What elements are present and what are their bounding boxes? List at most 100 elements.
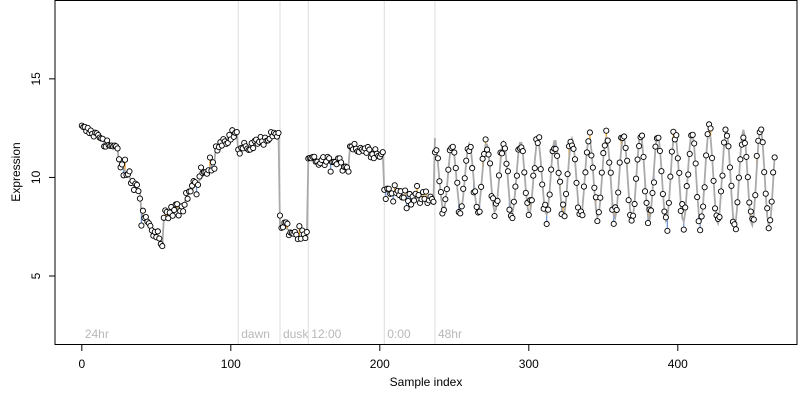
data-point (452, 165, 459, 172)
data-point (457, 210, 464, 217)
data-point (118, 161, 126, 168)
data-point (121, 156, 129, 163)
data-point (545, 206, 552, 213)
data-point (716, 214, 723, 221)
y-tick-label: 5 (29, 272, 43, 279)
data-point (460, 185, 467, 192)
data-point (382, 195, 389, 203)
data-point (685, 171, 692, 178)
data-point (458, 203, 465, 210)
data-point (451, 149, 458, 156)
data-point (403, 205, 410, 212)
data-point (302, 235, 309, 242)
data-point (159, 243, 166, 250)
data-point (630, 212, 637, 219)
data-point (504, 168, 511, 175)
data-point (276, 212, 284, 219)
data-point (114, 145, 121, 152)
data-point (764, 205, 771, 212)
data-point (187, 188, 194, 195)
x-axis: 0 100 200 300 400 (78, 345, 688, 371)
data-point (554, 152, 561, 159)
data-point (379, 149, 386, 156)
phase-label: 12:00 (311, 327, 341, 341)
data-point (604, 137, 611, 144)
data-point (655, 134, 662, 141)
data-point (519, 148, 526, 155)
data-point (743, 153, 750, 160)
data-point (753, 152, 760, 159)
data-point (747, 208, 754, 215)
data-point (650, 179, 658, 186)
data-point (664, 227, 671, 234)
data-point (211, 165, 218, 172)
data-point (695, 218, 702, 225)
data-point (165, 215, 172, 222)
fitted-line-step (381, 153, 386, 192)
data-point (449, 143, 456, 150)
data-point (181, 201, 188, 208)
data-point (570, 145, 577, 152)
data-point (633, 175, 640, 182)
data-point (758, 126, 765, 133)
data-point (591, 184, 598, 191)
data-point (771, 154, 778, 161)
data-point (734, 199, 741, 206)
data-point (728, 182, 735, 189)
data-point (709, 155, 716, 162)
data-point (701, 184, 708, 191)
data-point (560, 201, 567, 208)
data-point (610, 220, 617, 227)
data-point (750, 216, 757, 223)
data-point (667, 173, 674, 180)
data-point (580, 183, 587, 190)
data-point (770, 169, 777, 176)
data-point (561, 213, 568, 220)
x-tick-label: 100 (221, 357, 241, 371)
phase-label: 0:00 (387, 327, 411, 341)
data-point (501, 145, 509, 152)
data-point (543, 220, 550, 228)
data-point (583, 149, 590, 156)
data-point (482, 136, 489, 143)
data-point (184, 195, 191, 202)
data-point (513, 172, 520, 179)
data-point (512, 183, 519, 190)
data-point (506, 206, 513, 213)
data-point (601, 142, 608, 149)
data-point (643, 199, 650, 206)
data-point (548, 166, 555, 173)
data-point (154, 228, 161, 235)
data-point (522, 189, 529, 196)
data-point (731, 221, 738, 228)
data-point (634, 156, 641, 163)
data-point (674, 155, 681, 162)
data-point (552, 145, 559, 153)
data-point (720, 139, 728, 146)
data-point (624, 157, 631, 164)
data-point (571, 156, 579, 163)
data-point (732, 226, 739, 233)
data-points (78, 121, 778, 250)
data-point (652, 143, 659, 150)
data-point (621, 133, 628, 140)
x-tick-label: 0 (78, 357, 85, 371)
fitted-line-step (305, 159, 310, 241)
data-point (555, 169, 562, 176)
data-point (193, 191, 200, 198)
data-point (597, 194, 604, 201)
y-axis-label: Expression (9, 142, 23, 201)
data-point (616, 159, 623, 166)
data-point (138, 222, 145, 229)
data-point (607, 169, 614, 176)
data-point (741, 140, 748, 147)
data-point (564, 171, 571, 178)
data-point (737, 156, 744, 163)
phase-label: dawn (241, 327, 270, 341)
data-point (311, 153, 318, 160)
data-point (366, 146, 373, 153)
data-point (415, 192, 422, 199)
data-point (703, 152, 710, 159)
data-point (689, 131, 696, 138)
